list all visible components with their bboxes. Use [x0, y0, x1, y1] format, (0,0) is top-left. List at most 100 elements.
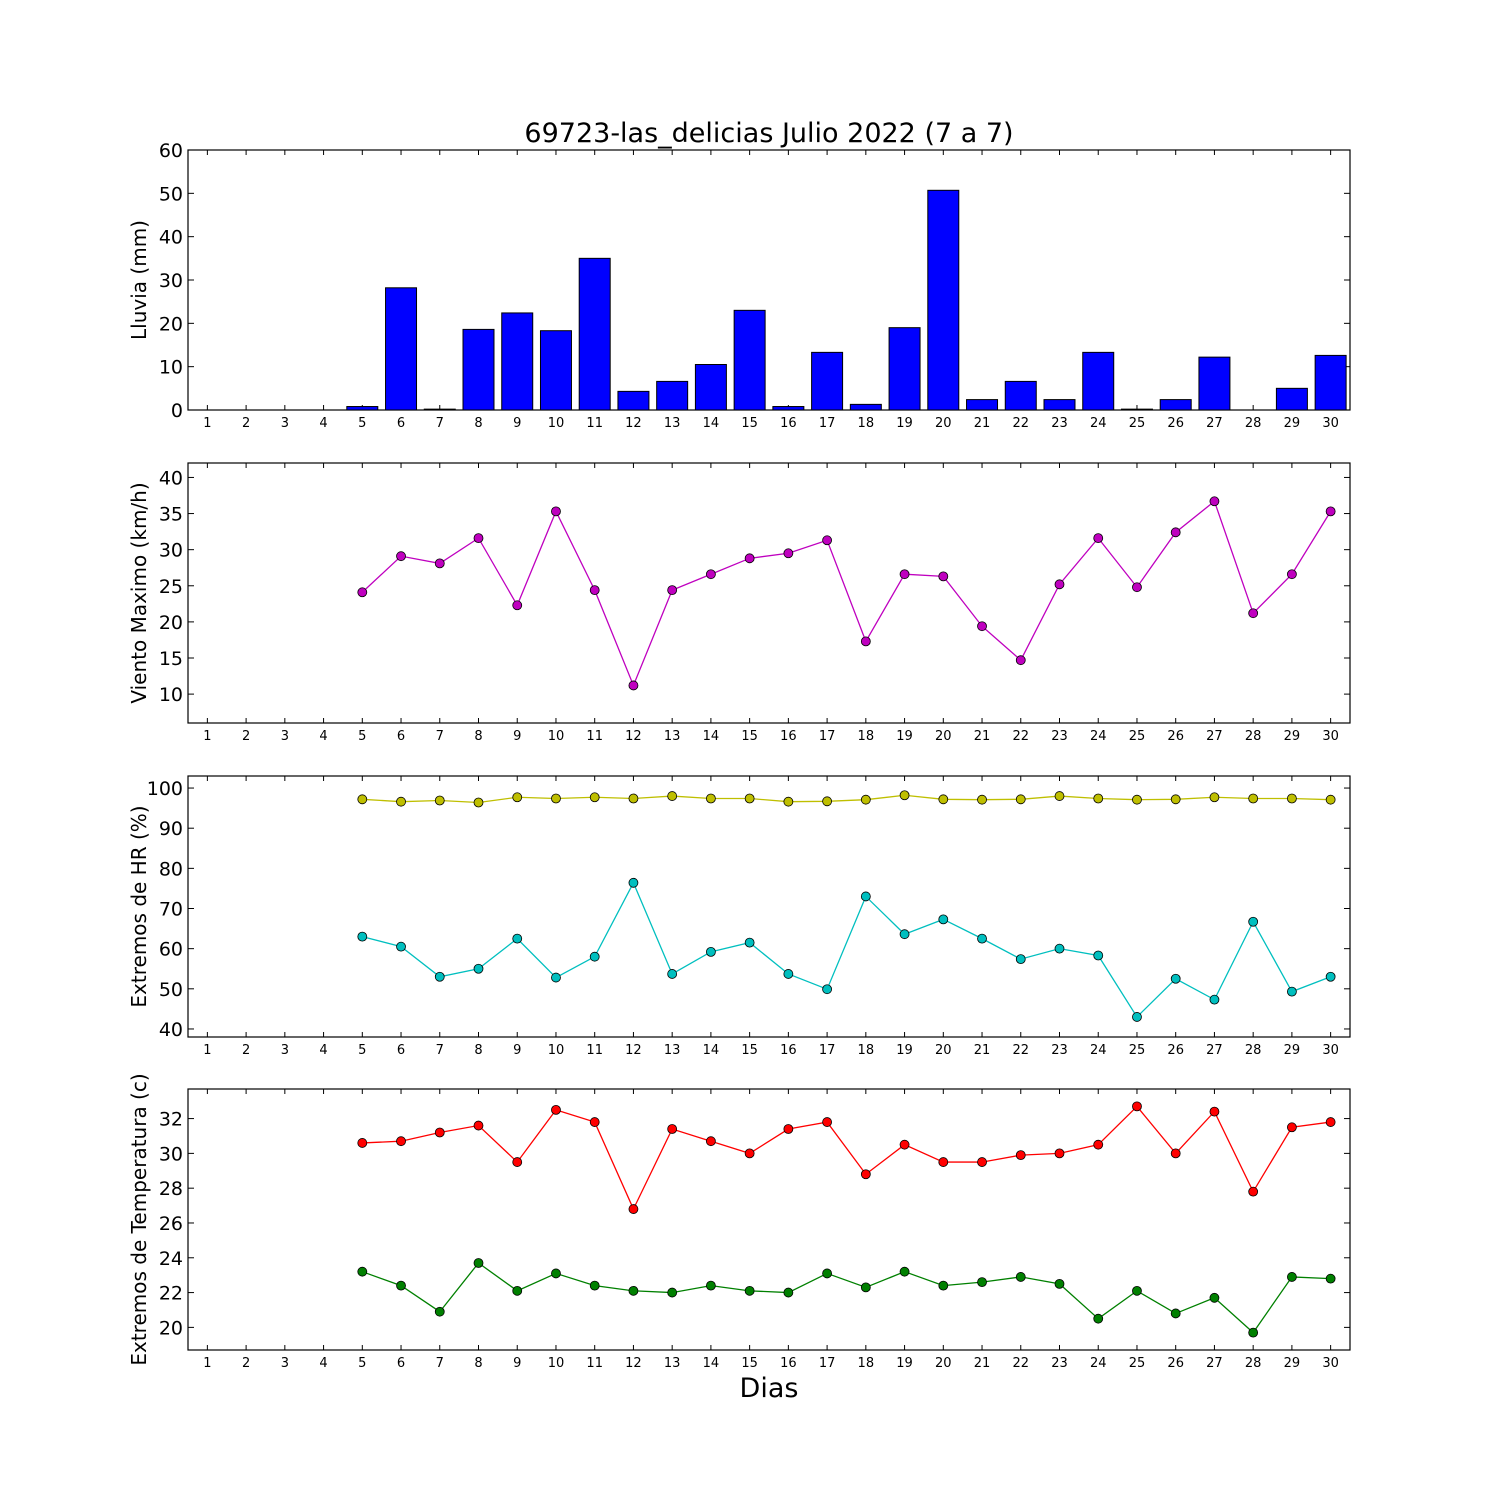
x-tick-label: 23 — [1051, 1043, 1068, 1058]
y-tick-label: 50 — [159, 979, 183, 1001]
x-tick-label: 26 — [1167, 1043, 1184, 1058]
point-viento-maximo — [706, 569, 716, 580]
bar-lluvia — [888, 327, 921, 411]
point-viento-maximo — [1287, 569, 1297, 580]
point-viento-maximo — [1015, 655, 1026, 666]
x-tick-label: 23 — [1051, 416, 1068, 431]
x-tick-label: 30 — [1322, 416, 1339, 431]
point-hr-maxima — [1015, 794, 1026, 805]
x-tick-label: 17 — [819, 416, 836, 431]
x-tick-label: 7 — [436, 416, 444, 431]
line-temperatura-minima — [362, 1262, 1331, 1334]
point-hr-maxima — [473, 797, 484, 808]
y-axis-label: Lluvia (mm) — [127, 220, 151, 340]
x-tick-label: 27 — [1206, 729, 1223, 744]
x-tick-label: 12 — [625, 1043, 642, 1058]
x-tick-label: 19 — [896, 729, 913, 744]
x-tick-label: 24 — [1090, 729, 1107, 744]
point-hr-minima — [357, 931, 368, 942]
chart-title: 69723-las_delicias Julio 2022 (7 a 7) — [524, 118, 1013, 149]
point-temperatura-minima — [512, 1285, 523, 1296]
x-tick-label: 17 — [819, 729, 836, 744]
x-tick-label: 26 — [1167, 1356, 1184, 1371]
point-viento-maximo — [822, 535, 832, 546]
y-tick-label: 30 — [159, 540, 183, 562]
y-axis-label: Extremos de HR (%) — [127, 805, 151, 1007]
point-hr-minima — [1209, 994, 1220, 1005]
x-tick-label: 6 — [397, 1043, 405, 1058]
x-tick-label: 15 — [741, 1043, 758, 1058]
point-viento-maximo — [1248, 608, 1259, 619]
x-tick-label: 16 — [780, 416, 797, 431]
point-temperatura-maxima — [1287, 1122, 1297, 1133]
y-tick-label: 20 — [159, 1317, 183, 1339]
point-viento-maximo — [783, 548, 794, 559]
x-tick-label: 19 — [896, 416, 913, 431]
line-hr-minima — [362, 881, 1331, 1018]
point-temperatura-minima — [434, 1306, 445, 1317]
point-hr-minima — [822, 984, 832, 995]
point-temperatura-minima — [1170, 1308, 1181, 1319]
x-tick-label: 14 — [703, 729, 720, 744]
point-hr-maxima — [1209, 792, 1220, 803]
point-temperatura-minima — [1093, 1313, 1104, 1324]
point-temperatura-maxima — [1054, 1148, 1065, 1159]
point-hr-maxima — [1287, 793, 1297, 804]
point-temperatura-maxima — [822, 1117, 832, 1127]
point-temperatura-minima — [1054, 1278, 1065, 1289]
x-tick-label: 9 — [513, 729, 521, 744]
point-temperatura-maxima — [396, 1136, 406, 1147]
bar-lluvia — [1314, 354, 1347, 411]
y-tick-label: 100 — [147, 778, 183, 800]
axes-frame — [187, 149, 1351, 411]
point-temperatura-minima — [860, 1282, 871, 1293]
x-tick-label: 28 — [1245, 729, 1262, 744]
bar-lluvia — [811, 351, 844, 411]
x-tick-label: 20 — [935, 1356, 952, 1371]
x-tick-label: 4 — [319, 416, 327, 431]
x-tick-label: 27 — [1206, 416, 1223, 431]
x-tick-label: 30 — [1322, 729, 1339, 744]
point-temperatura-minima — [938, 1280, 949, 1291]
point-temperatura-minima — [551, 1268, 561, 1279]
y-axis-label: Viento Maximo (km/h) — [127, 482, 151, 703]
point-hr-minima — [473, 963, 484, 974]
x-tick-label: 13 — [664, 1356, 681, 1371]
point-temperatura-maxima — [977, 1157, 987, 1167]
bar-lluvia — [733, 309, 766, 411]
bar-lluvia — [423, 408, 456, 411]
x-tick-label: 15 — [741, 729, 758, 744]
bar-lluvia — [539, 330, 572, 411]
point-hr-minima — [938, 914, 949, 925]
x-tick-label: 2 — [242, 729, 250, 744]
point-viento-maximo — [589, 585, 600, 596]
point-viento-maximo — [860, 636, 871, 647]
point-temperatura-minima — [473, 1258, 484, 1268]
x-tick-label: 16 — [780, 729, 797, 744]
x-tick-label: 20 — [935, 1043, 952, 1058]
point-viento-maximo — [1325, 506, 1336, 517]
point-temperatura-maxima — [938, 1157, 949, 1167]
x-tick-label: 8 — [474, 416, 482, 431]
point-viento-maximo — [512, 600, 523, 611]
x-tick-label: 1 — [203, 416, 211, 431]
point-temperatura-minima — [744, 1285, 755, 1296]
x-tick-label: 27 — [1206, 1356, 1223, 1371]
x-tick-label: 1 — [203, 729, 211, 744]
bar-lluvia — [578, 257, 611, 411]
x-tick-label: 13 — [664, 416, 681, 431]
point-hr-maxima — [551, 793, 561, 804]
y-axis-label: Extremos de Temperatura (c) — [127, 1073, 151, 1365]
point-temperatura-maxima — [860, 1169, 871, 1180]
bar-lluvia — [1043, 399, 1076, 411]
x-tick-label: 22 — [1012, 416, 1029, 431]
point-hr-maxima — [357, 794, 368, 805]
bar-lluvia — [346, 406, 379, 411]
point-hr-maxima — [512, 792, 523, 803]
point-hr-maxima — [1054, 791, 1065, 801]
point-viento-maximo — [667, 585, 678, 596]
point-temperatura-minima — [1015, 1272, 1026, 1282]
x-tick-label: 16 — [780, 1043, 797, 1058]
